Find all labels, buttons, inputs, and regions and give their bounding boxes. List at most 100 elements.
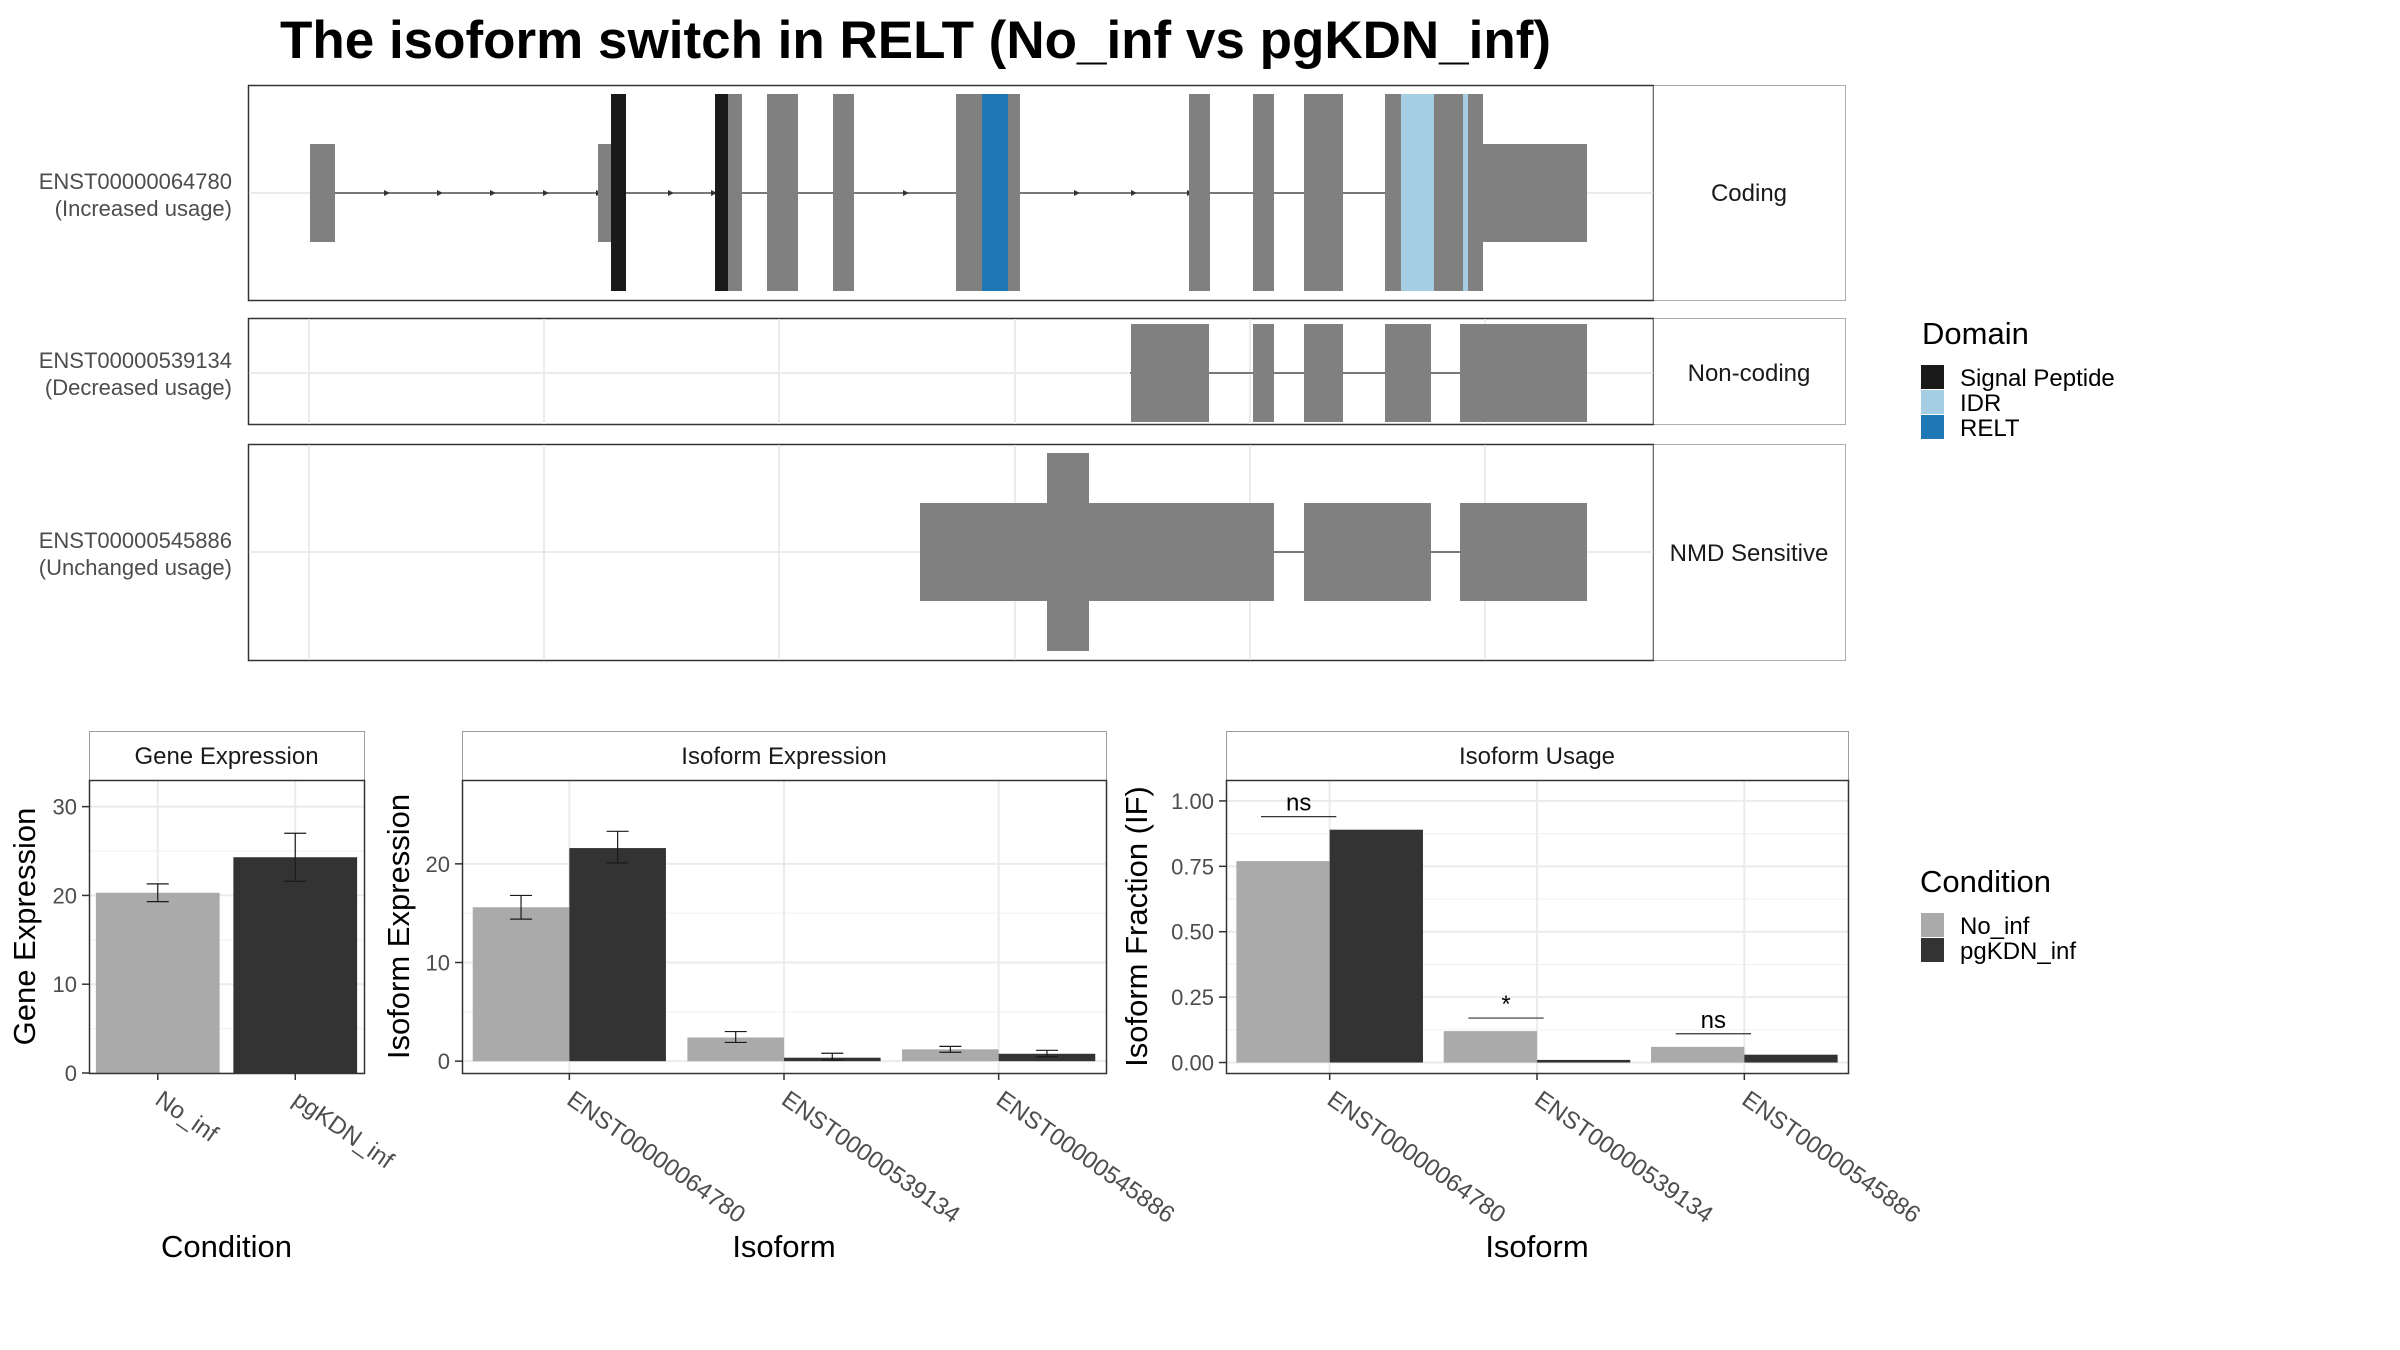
transcript-row-3: ENST00000545886 (Unchanged usage) NMD Se…	[39, 443, 1846, 662]
condition-legend: Condition No_inf pgKDN_inf	[1920, 864, 2076, 965]
x-axis-title: Isoform	[732, 1229, 835, 1264]
gene-expression-chart: Gene Expression 0 10 20 30 No_inf pgKDN_inf Con…	[7, 731, 399, 1264]
domains-1	[611, 94, 1468, 291]
error-bar	[510, 894, 533, 920]
y-axis-title: Isoform Fraction (IF)	[1119, 786, 1154, 1067]
panel-title: Gene Expression	[134, 743, 318, 770]
error-bar	[1035, 1049, 1058, 1058]
idr-domain	[1463, 94, 1468, 291]
bar-pgkdn-inf-enst00000064780	[1329, 829, 1423, 1063]
isoform-id-label: ENST00000545886	[39, 528, 232, 553]
panel-title: Isoform Expression	[681, 743, 886, 770]
idr-domain	[1401, 94, 1434, 291]
x-tick-label-enst00000539134: ENST00000539134	[1530, 1086, 1718, 1229]
y-tick-label: 0.75	[1171, 854, 1214, 879]
legend-label-no-inf: No_inf	[1960, 913, 2030, 940]
bar-no-inf	[95, 892, 220, 1073]
x-axis-title: Condition	[161, 1229, 292, 1264]
domain-legend: Domain Signal Peptide IDR RELT	[1921, 316, 2115, 442]
condition-legend-title: Condition	[1920, 864, 2051, 899]
y-tick-label: 0.00	[1171, 1051, 1214, 1076]
strip-label-nmd-sensitive: NMD Sensitive	[1670, 540, 1829, 567]
error-bar	[606, 830, 629, 864]
strip-coding	[1653, 85, 1846, 301]
legend-key-pgkdn-inf	[1921, 938, 1944, 962]
error-bar	[146, 883, 169, 903]
x-tick-label-enst00000545886: ENST00000545886	[1737, 1086, 1925, 1229]
bar-no-inf-enst00000064780	[1236, 861, 1330, 1063]
legend-key-no-inf	[1921, 913, 1944, 937]
grid-lines-2	[249, 319, 1653, 424]
y-tick-label: 10	[53, 972, 77, 997]
bar-pgkdn-inf-enst00000545886	[1744, 1054, 1838, 1063]
plot-border	[88, 779, 366, 1075]
isoform-usage-chart: Isoform Usage 0.00 0.25 0.50 0.75 1.00 ns * ns EN…	[1119, 731, 1925, 1264]
figure-title: The isoform switch in RELT (No_inf vs pg…	[280, 11, 1551, 70]
legend-label-idr: IDR	[1960, 390, 2001, 417]
y-axis-title: Gene Expression	[7, 808, 42, 1046]
x-tick-label-enst00000064780: ENST00000064780	[1322, 1086, 1510, 1229]
y-tick-label: 30	[53, 795, 77, 820]
y-tick-label: 10	[426, 951, 450, 976]
error-bar	[284, 832, 307, 882]
panel-strip	[462, 731, 1107, 781]
error-bar	[821, 1052, 844, 1061]
x-tick-label-enst00000545886: ENST00000545886	[991, 1086, 1179, 1229]
error-bar	[724, 1030, 747, 1044]
bar-no-inf-enst00000545886	[902, 1049, 999, 1062]
isoform-usage-label: (Decreased usage)	[45, 375, 232, 400]
x-tick-label-enst00000539134: ENST00000539134	[777, 1086, 965, 1229]
bar-no-inf-enst00000064780	[472, 907, 570, 1062]
y-tick-label: 0	[438, 1049, 450, 1074]
isoform-id-label: ENST00000064780	[39, 169, 232, 194]
y-tick-label: 1.00	[1171, 789, 1214, 814]
bar-no-inf-enst00000545886	[1651, 1046, 1745, 1063]
transcript-structure: ENST00000064780 (Increased usage) Coding	[39, 84, 1846, 662]
significance-label: *	[1501, 991, 1510, 1018]
isoform-usage-label: (Unchanged usage)	[39, 555, 232, 580]
transcript-row-1: ENST00000064780 (Increased usage) Coding	[39, 84, 1846, 302]
strip-non-coding	[1653, 318, 1846, 425]
transcript-row-2: ENST00000539134 (Decreased usage) Non-co…	[39, 317, 1846, 426]
bar-pgkdn-inf-enst00000539134	[1537, 1059, 1631, 1063]
relt-domain	[982, 94, 1008, 291]
bar-pgkdn-inf	[233, 857, 358, 1073]
strip-label-coding: Coding	[1711, 180, 1787, 207]
legend-key-signal-peptide	[1921, 365, 1944, 389]
legend-key-relt	[1921, 415, 1944, 439]
panel-strip	[1226, 731, 1849, 781]
legend-label-signal-peptide: Signal Peptide	[1960, 365, 2115, 392]
signal-peptide-domain	[611, 94, 626, 291]
y-tick-label: 20	[426, 852, 450, 877]
x-tick-label-no-inf: No_inf	[150, 1086, 223, 1148]
exons-2	[1131, 324, 1587, 422]
bar-pgkdn-inf-enst00000064780	[569, 848, 666, 1062]
y-tick-label: 0.50	[1171, 920, 1214, 945]
legend-label-relt: RELT	[1960, 415, 2020, 442]
strip-nmd-sensitive	[1653, 444, 1846, 661]
significance-label: ns	[1286, 790, 1311, 817]
x-axis-title: Isoform	[1485, 1229, 1588, 1264]
significance-label: ns	[1701, 1007, 1726, 1034]
y-tick-label: 0.25	[1171, 985, 1214, 1010]
x-tick-label-pgkdn-inf: pgKDN_inf	[288, 1086, 399, 1175]
panel-title: Isoform Usage	[1459, 743, 1615, 770]
exons-3	[920, 453, 1587, 651]
y-tick-label: 20	[53, 883, 77, 908]
x-tick-label-enst00000064780: ENST00000064780	[562, 1086, 750, 1229]
bar-no-inf-enst00000539134	[687, 1037, 784, 1062]
bar-pgkdn-inf-enst00000545886	[998, 1053, 1096, 1062]
strip-label-non-coding: Non-coding	[1688, 360, 1811, 387]
y-axis-title: Isoform Expression	[381, 794, 416, 1059]
transcript-panel-2	[247, 317, 1655, 426]
error-bar	[939, 1045, 962, 1053]
domain-legend-title: Domain	[1922, 316, 2029, 351]
y-tick-label: 0	[65, 1061, 77, 1086]
isoform-id-label: ENST00000539134	[39, 348, 232, 373]
signal-peptide-domain	[715, 94, 728, 291]
legend-label-pgkdn-inf: pgKDN_inf	[1960, 938, 2076, 965]
bar-no-inf-enst00000539134	[1443, 1031, 1537, 1063]
isoform-usage-label: (Increased usage)	[55, 196, 232, 221]
